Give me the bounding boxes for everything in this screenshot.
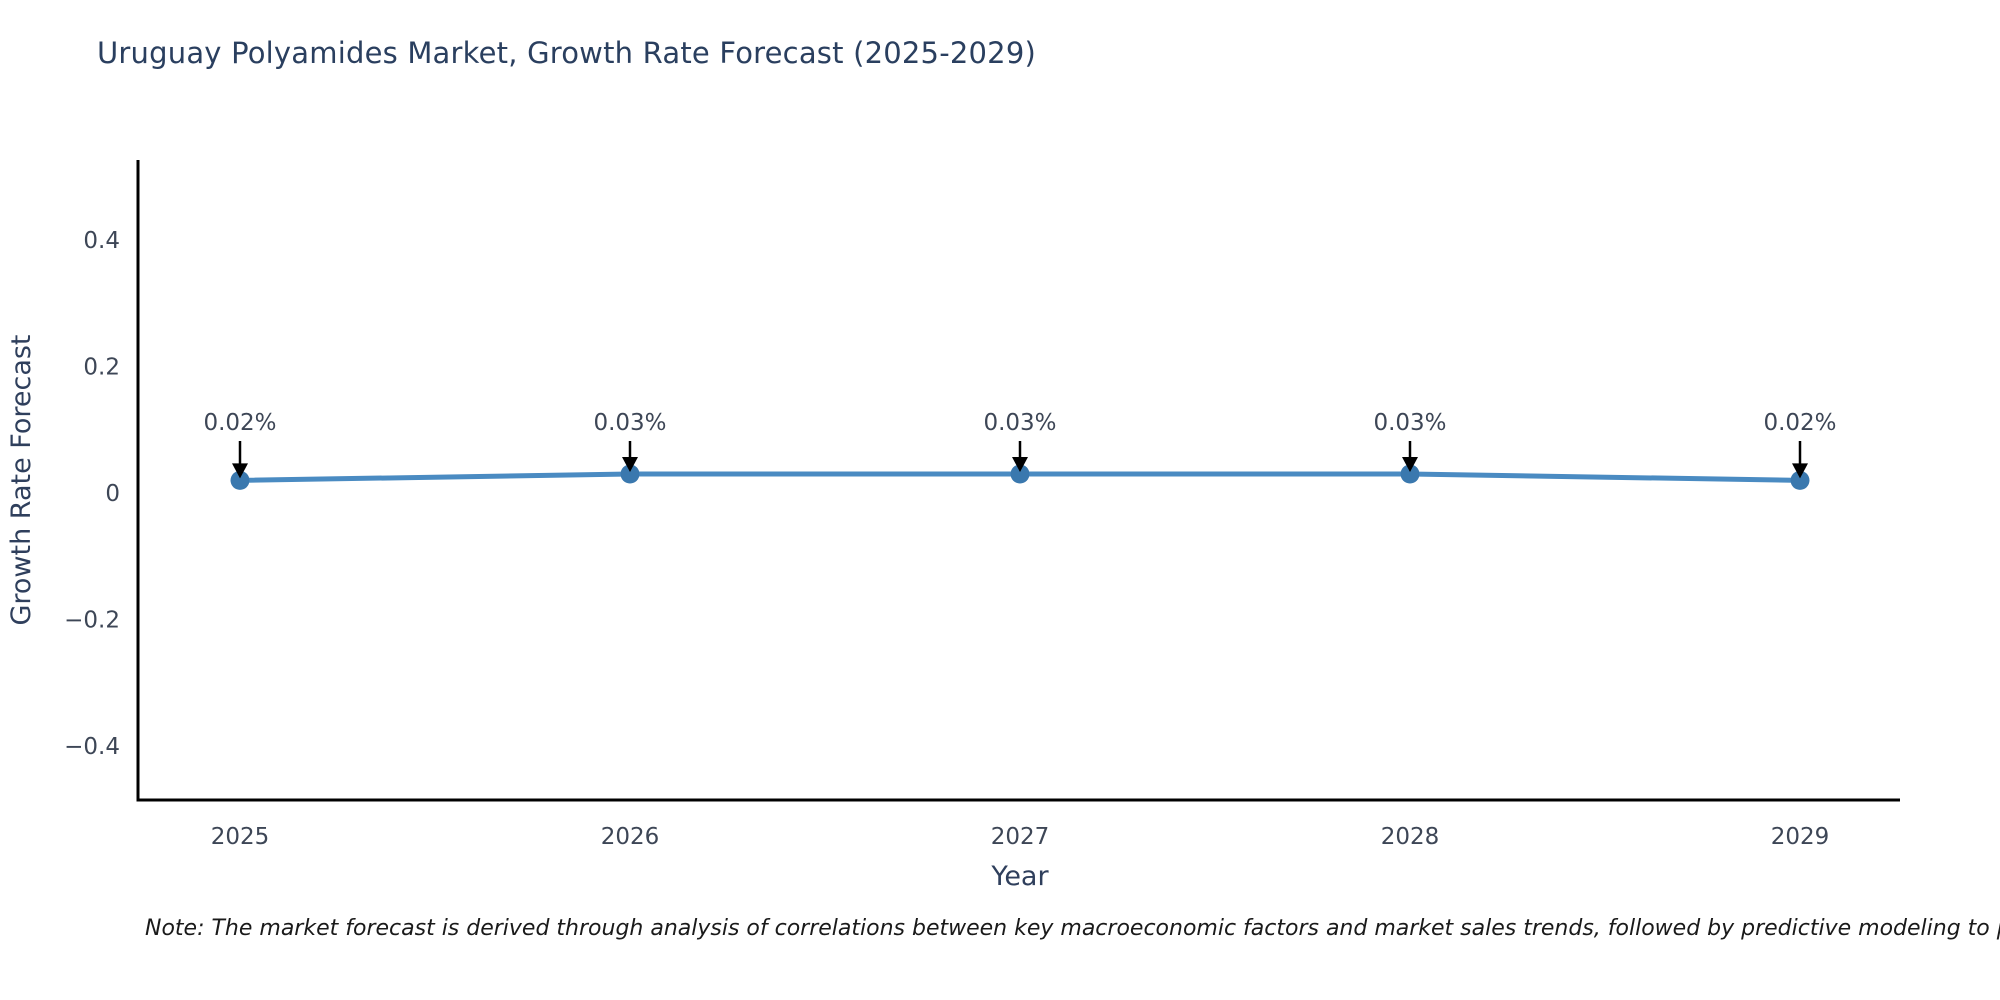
y-tick-label: 0.4 <box>83 228 120 254</box>
point-annotation-label: 0.02% <box>203 410 276 436</box>
point-annotation-label: 0.02% <box>1763 410 1836 436</box>
point-annotation-label: 0.03% <box>1373 410 1446 436</box>
point-annotation-label: 0.03% <box>983 410 1056 436</box>
annotation-arrowhead <box>232 463 248 479</box>
annotation-arrowhead <box>1012 457 1028 473</box>
footnote: Note: The market forecast is derived thr… <box>145 916 2000 941</box>
chart-title: Uruguay Polyamides Market, Growth Rate F… <box>97 36 1036 70</box>
annotation-arrowhead <box>622 457 638 473</box>
x-tick-label: 2026 <box>601 824 660 850</box>
annotation-arrowhead <box>1402 457 1418 473</box>
data-point-marker <box>1790 470 1810 490</box>
data-point-marker <box>1010 464 1030 484</box>
y-tick-label: −0.4 <box>64 734 120 760</box>
y-tick-label: −0.2 <box>64 608 120 634</box>
x-tick-label: 2025 <box>211 824 270 850</box>
data-point-marker <box>230 470 250 490</box>
point-annotation-label: 0.03% <box>593 410 666 436</box>
x-tick-label: 2027 <box>991 824 1050 850</box>
y-axis-title: Growth Rate Forecast <box>6 334 37 625</box>
x-tick-label: 2029 <box>1771 824 1830 850</box>
y-tick-label: 0 <box>105 481 120 507</box>
y-tick-label: 0.2 <box>83 355 120 381</box>
x-axis-title: Year <box>990 861 1049 892</box>
data-point-marker <box>620 464 640 484</box>
annotation-arrowhead <box>1792 463 1808 479</box>
data-point-marker <box>1400 464 1420 484</box>
x-tick-label: 2028 <box>1381 824 1440 850</box>
